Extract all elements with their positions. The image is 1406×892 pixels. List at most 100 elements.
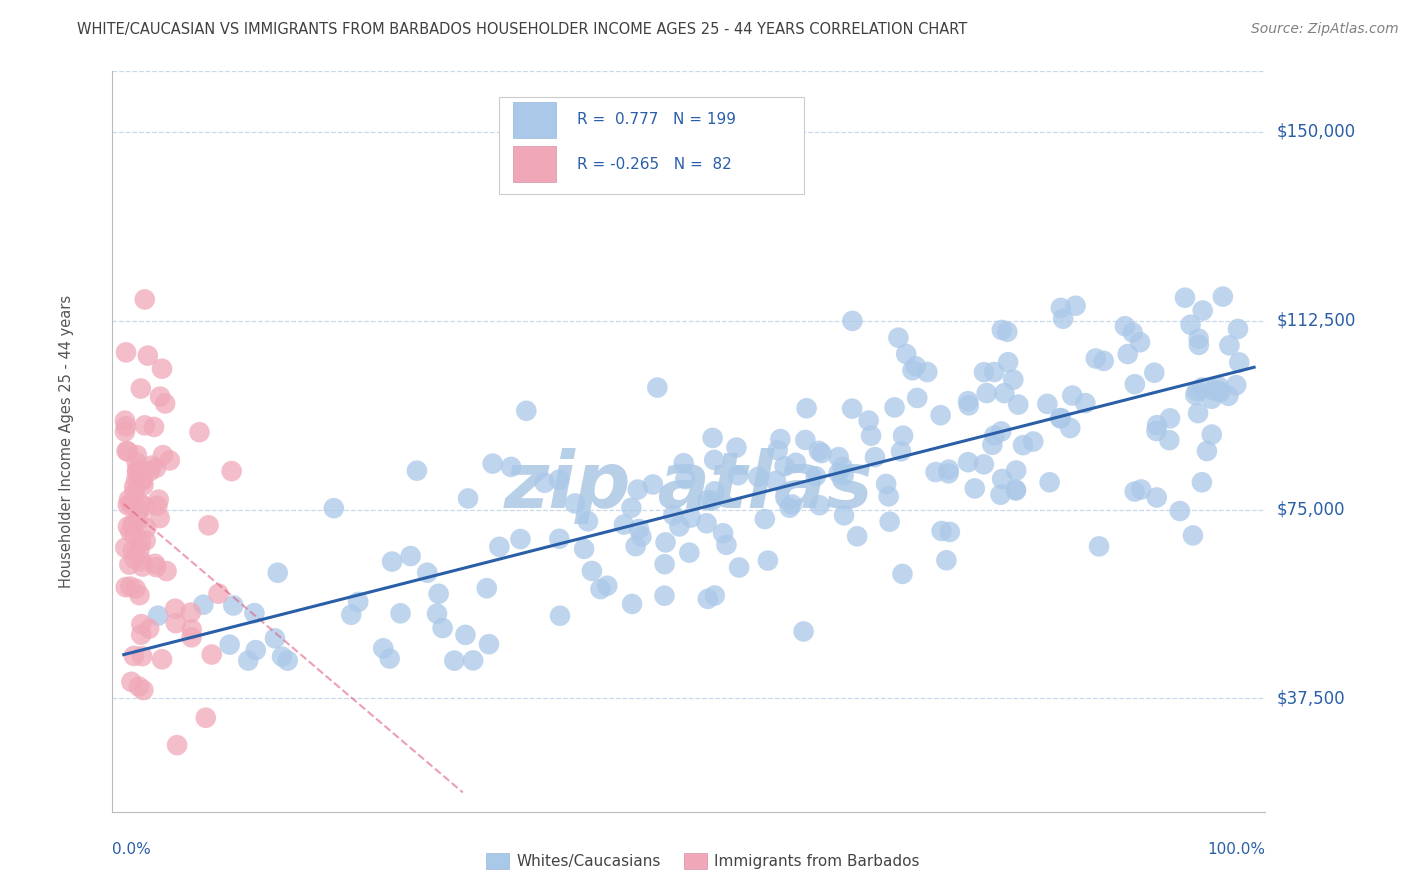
Point bbox=[1202, 383, 1225, 397]
Point bbox=[904, 359, 927, 374]
Point bbox=[180, 606, 202, 620]
Point bbox=[1188, 332, 1211, 346]
Point bbox=[935, 553, 957, 567]
Point bbox=[990, 425, 1012, 439]
Point bbox=[221, 464, 243, 478]
Point bbox=[193, 598, 215, 612]
Point bbox=[807, 443, 830, 458]
Point bbox=[846, 529, 869, 543]
Point bbox=[427, 587, 450, 601]
Point bbox=[1143, 366, 1166, 380]
Point bbox=[153, 396, 176, 410]
Point bbox=[983, 428, 1005, 442]
Point bbox=[581, 564, 603, 578]
Point bbox=[957, 398, 980, 412]
Point bbox=[641, 477, 664, 491]
Point bbox=[596, 579, 619, 593]
Point bbox=[1123, 484, 1146, 499]
Point bbox=[1168, 504, 1191, 518]
Point bbox=[711, 526, 734, 541]
Point bbox=[197, 518, 219, 533]
Point bbox=[1036, 397, 1059, 411]
Point bbox=[957, 394, 980, 409]
Point bbox=[122, 648, 145, 663]
Point bbox=[841, 314, 863, 328]
Point bbox=[1144, 424, 1167, 438]
Point bbox=[128, 503, 150, 517]
Point bbox=[120, 524, 142, 539]
Point bbox=[1049, 411, 1071, 425]
Point bbox=[1146, 418, 1168, 433]
Point bbox=[129, 496, 152, 510]
Point bbox=[238, 654, 260, 668]
Point bbox=[381, 555, 404, 569]
Point bbox=[627, 522, 650, 536]
Point bbox=[1188, 338, 1211, 352]
Point bbox=[131, 472, 153, 486]
Point bbox=[1208, 379, 1230, 393]
Point bbox=[454, 628, 477, 642]
Point bbox=[1191, 475, 1213, 490]
Point bbox=[938, 462, 960, 476]
Point bbox=[624, 539, 647, 553]
Text: 100.0%: 100.0% bbox=[1208, 842, 1265, 857]
Point bbox=[134, 500, 156, 514]
Point bbox=[141, 458, 163, 473]
Point bbox=[264, 632, 287, 646]
Point bbox=[533, 475, 555, 490]
Point bbox=[134, 418, 156, 433]
Point bbox=[125, 465, 148, 479]
Point bbox=[245, 643, 267, 657]
Point bbox=[1123, 377, 1146, 392]
Point bbox=[322, 501, 344, 516]
FancyBboxPatch shape bbox=[513, 146, 557, 182]
Point bbox=[773, 459, 796, 474]
Point bbox=[1218, 389, 1240, 403]
Point bbox=[120, 498, 142, 512]
Point bbox=[727, 468, 749, 483]
Point bbox=[1187, 406, 1209, 420]
Point bbox=[149, 511, 172, 525]
Point bbox=[1050, 411, 1073, 425]
Point bbox=[887, 331, 910, 345]
Point bbox=[1146, 491, 1168, 505]
Point bbox=[983, 365, 1005, 379]
Point bbox=[703, 589, 725, 603]
Point bbox=[138, 464, 160, 478]
Point bbox=[129, 628, 152, 642]
Point bbox=[879, 515, 901, 529]
Point bbox=[548, 608, 571, 623]
Point bbox=[135, 521, 157, 535]
Point bbox=[673, 472, 696, 486]
Point bbox=[883, 401, 905, 415]
Point bbox=[991, 323, 1014, 337]
Point bbox=[166, 738, 188, 752]
Point bbox=[1212, 290, 1234, 304]
Point bbox=[1084, 351, 1107, 366]
Point bbox=[678, 546, 700, 560]
Point bbox=[114, 541, 136, 555]
Point bbox=[794, 433, 817, 447]
Point bbox=[1004, 483, 1026, 497]
Point bbox=[696, 591, 718, 606]
Point bbox=[630, 530, 652, 544]
Point bbox=[1129, 335, 1152, 350]
Point bbox=[875, 477, 897, 491]
Text: Source: ZipAtlas.com: Source: ZipAtlas.com bbox=[1251, 22, 1399, 37]
Point bbox=[1184, 388, 1206, 402]
Point bbox=[576, 514, 599, 528]
Point bbox=[131, 559, 153, 574]
Point bbox=[1227, 355, 1250, 369]
Point bbox=[756, 553, 779, 567]
Point bbox=[716, 538, 738, 552]
Point bbox=[672, 456, 695, 470]
Point bbox=[891, 566, 914, 581]
Point bbox=[696, 493, 718, 508]
Point bbox=[488, 540, 510, 554]
FancyBboxPatch shape bbox=[499, 97, 804, 194]
Point bbox=[765, 474, 787, 488]
Point bbox=[443, 654, 465, 668]
Point bbox=[696, 516, 718, 531]
Point bbox=[115, 444, 138, 458]
Point bbox=[122, 480, 145, 494]
